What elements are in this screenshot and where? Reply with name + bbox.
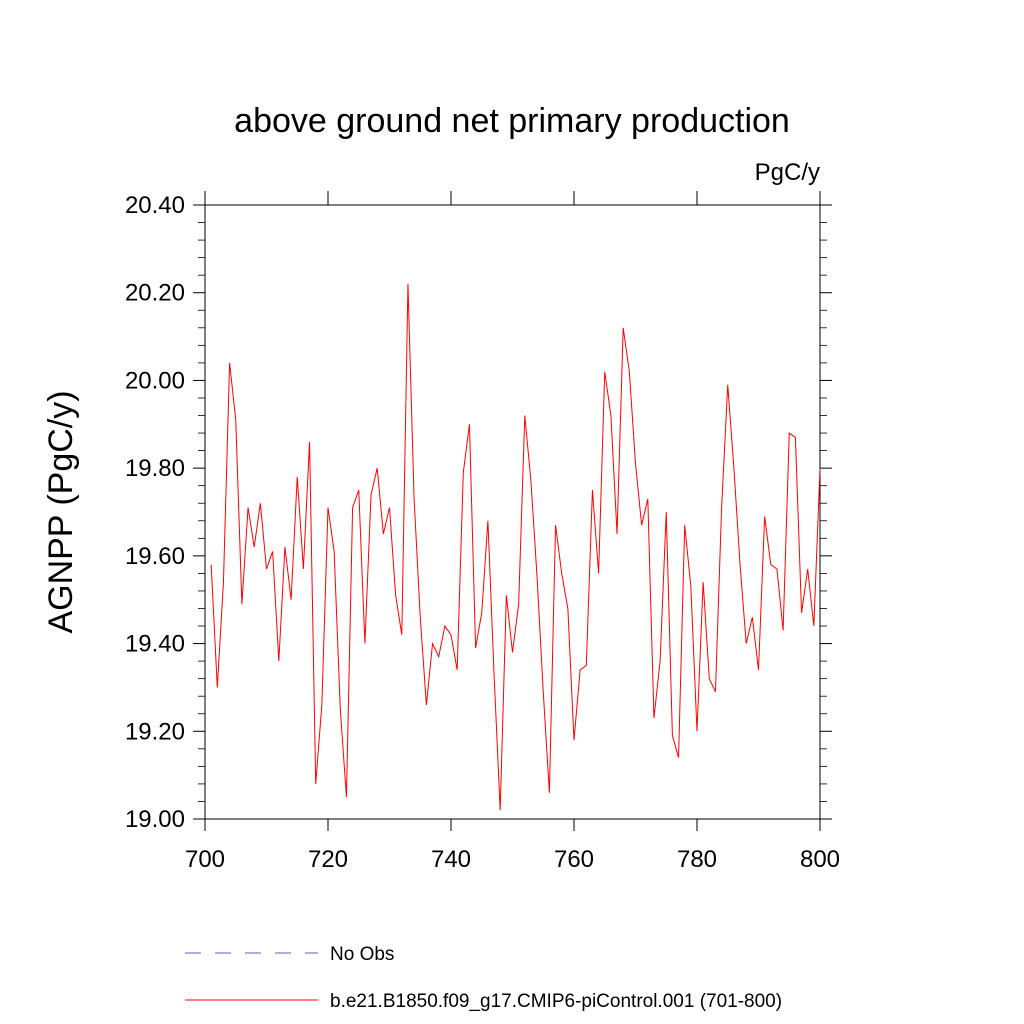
x-tick-label: 700	[185, 846, 225, 873]
chart-title: above ground net primary production	[234, 102, 790, 140]
x-tick-label: 780	[677, 846, 717, 873]
y-tick-label: 19.40	[125, 631, 185, 658]
y-tick-label: 19.00	[125, 806, 185, 833]
y-tick-label: 20.00	[125, 367, 185, 394]
y-tick-label: 20.40	[125, 192, 185, 219]
plot-frame	[204, 204, 821, 820]
legend-label-picontrol: b.e21.B1850.f09_g17.CMIP6-piControl.001 …	[330, 991, 782, 1012]
axes: 19.00 19.20 19.40 19.60 19.80 20.00 20.20 20.40…	[125, 191, 840, 873]
x-tick-label: 720	[308, 846, 348, 873]
y-tick-label: 19.60	[125, 543, 185, 570]
y-tick-label: 19.20	[125, 718, 185, 745]
y-tick-label: 20.20	[125, 280, 185, 307]
series-line-0	[210, 283, 821, 811]
units-label: PgC/y	[755, 159, 820, 186]
x-tick-label: 760	[554, 846, 594, 873]
y-axis-label: AGNPP (PgC/y)	[42, 390, 80, 633]
x-tick-label: 800	[800, 846, 840, 873]
series-layer	[210, 283, 821, 811]
x-tick-label: 740	[431, 846, 471, 873]
y-tick-label: 19.80	[125, 455, 185, 482]
legend-label-no-obs: No Obs	[330, 944, 394, 965]
legend: No Obs b.e21.B1850.f09_g17.CMIP6-piContr…	[185, 944, 782, 1012]
